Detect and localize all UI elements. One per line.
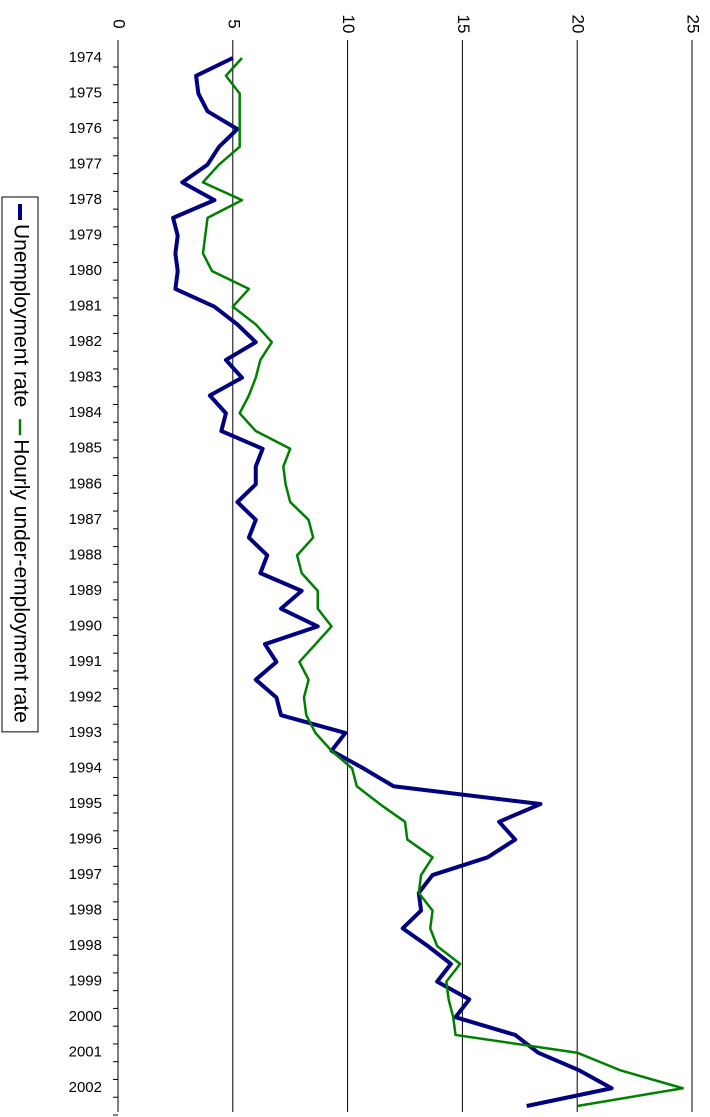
y-tick-label: 1981: [69, 298, 102, 315]
y-tick-label: 1975: [69, 84, 102, 101]
y-tick-label: 1980: [69, 262, 102, 279]
y-tick-label: 1978: [69, 191, 102, 208]
y-tick-label: 1977: [69, 156, 102, 173]
x-tick-label: 20: [569, 15, 588, 34]
x-tick-label: 15: [454, 15, 473, 34]
y-tick-label: 1990: [69, 617, 102, 634]
y-tick-label: 1991: [69, 653, 102, 670]
legend: Unemployment rate Hourly under-employment…: [9, 204, 32, 723]
y-tick-label: 1994: [69, 759, 102, 776]
y-tick-label: 1996: [69, 831, 102, 848]
y-tick-label: 1992: [69, 688, 102, 705]
x-tick-label: 0: [110, 19, 129, 28]
y-tick-label: 1987: [69, 511, 102, 528]
y-tick-label: 1998: [69, 902, 102, 919]
y-tick-label: 2000: [69, 1008, 102, 1025]
x-tick-label: 25: [684, 15, 703, 34]
y-tick-label: 1983: [69, 369, 102, 386]
y-tick-label: 1993: [69, 724, 102, 741]
x-tick-label: 5: [224, 19, 243, 28]
legend-box: [1, 196, 39, 733]
y-tick-label: 1976: [69, 120, 102, 137]
y-tick-label: 1974: [69, 49, 102, 66]
y-tick-label: 1999: [69, 973, 102, 990]
x-tick-label: 10: [339, 15, 358, 34]
y-tick-label: 1995: [69, 795, 102, 812]
y-tick-label: 1979: [69, 227, 102, 244]
y-tick-label: 1997: [69, 866, 102, 883]
y-tick-label: 1985: [69, 440, 102, 457]
y-tick-label: 2001: [69, 1044, 102, 1061]
legend-label: Unemployment rate: [9, 224, 32, 407]
y-tick-label: 1989: [69, 582, 102, 599]
y-tick-label: 1986: [69, 475, 102, 492]
series-line: [201, 57, 685, 1108]
series-line: [171, 56, 614, 1108]
y-tick-label: 1998: [69, 937, 102, 954]
y-tick-label: 1984: [69, 404, 102, 421]
y-tick-label: 1988: [69, 546, 102, 563]
y-tick-label: 1982: [69, 333, 102, 350]
legend-label: Hourly under-employment rate: [9, 439, 32, 723]
y-tick-label: 2002: [69, 1079, 102, 1096]
